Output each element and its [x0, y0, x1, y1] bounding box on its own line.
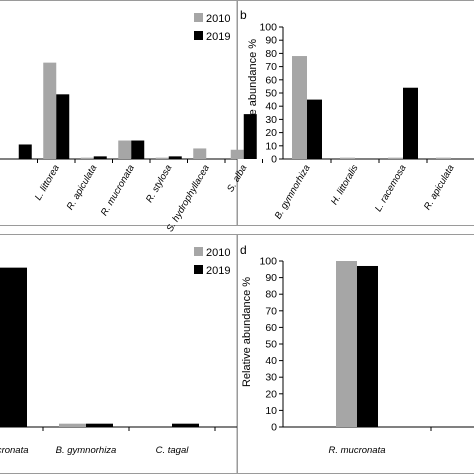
panel-d-bar-2010 — [336, 261, 357, 427]
panel-a-bar-2019 — [131, 140, 145, 159]
panel-b-letter: b — [240, 8, 247, 22]
panel-d-ytick-label: 100 — [259, 256, 277, 268]
panel-c-bar-2019 — [172, 423, 199, 427]
panel-b-ytick-label: 70 — [265, 61, 277, 73]
panel-b-bar-2019 — [307, 99, 322, 159]
panel-b-ytick-label: 0 — [271, 154, 277, 166]
legend-c-label-2010: 2010 — [206, 247, 230, 259]
panel-a-bar-2010 — [43, 62, 57, 159]
panel-c-bar-2010 — [59, 423, 86, 427]
panel-a-bar-2010 — [118, 140, 132, 159]
panel-b-ytick-label: 30 — [265, 114, 277, 126]
panel-b-ytick-label: 20 — [265, 127, 277, 139]
panel-b-bar-2019 — [403, 87, 418, 159]
panel-b-ytick-label: 90 — [265, 35, 277, 47]
panel-a-bar-2019 — [243, 114, 257, 159]
panel-d-ytick-label: 10 — [265, 405, 277, 417]
panel-a-bar-2019 — [93, 156, 107, 159]
panel-d-ytick-label: 60 — [265, 322, 277, 334]
panel-d-bar-2019 — [357, 265, 378, 427]
panel-d-ytick-label: 40 — [265, 355, 277, 367]
panel-d-ytick-label: 70 — [265, 305, 277, 317]
legend-c-swatch-2010 — [194, 247, 203, 256]
panel-a-bar-2019 — [18, 144, 32, 159]
panel-a-bar-2010 — [155, 157, 169, 159]
panel-d-category-label: R. mucronata — [328, 445, 385, 456]
panel-d-ytick-label: 50 — [265, 339, 277, 351]
panel-a-bar-2010 — [193, 148, 207, 159]
panel-b-bar-2010 — [292, 56, 307, 159]
legend-c-swatch-2019 — [194, 265, 203, 274]
panel-a-bar-2010 — [80, 157, 94, 159]
legend-a-swatch-2019 — [194, 31, 203, 40]
panel-d-ytick-label: 30 — [265, 372, 277, 384]
panel-a-bar-2019 — [168, 156, 182, 159]
panel-c-bar-2019 — [86, 423, 113, 427]
legend-a-swatch-2010 — [194, 13, 203, 22]
legend-a-label-2010: 2010 — [206, 13, 230, 25]
panel-b-ytick-label: 10 — [265, 140, 277, 152]
panel-d-ytick-label: 80 — [265, 289, 277, 301]
panel-b-ytick-label: 50 — [265, 88, 277, 100]
panel-d-ylabel: Relative abundance % — [241, 277, 253, 387]
panel-c-bar-2019 — [0, 267, 27, 427]
panel-b-ytick-label: 80 — [265, 48, 277, 60]
panel-d-letter: d — [240, 243, 247, 257]
panel-b-ytick-label: 100 — [259, 22, 277, 34]
panel-b-ytick-label: 40 — [265, 101, 277, 113]
panel-c-category-label: B. gymnorhiza — [56, 445, 117, 456]
panel-d-ytick-label: 20 — [265, 388, 277, 400]
panel-d-ytick-label: 0 — [271, 422, 277, 434]
panel-b-frame — [237, 0, 474, 226]
panel-a-bar-2010 — [230, 149, 244, 159]
legend-c-label-2019: 2019 — [206, 265, 230, 277]
panel-b-ytick-label: 60 — [265, 74, 277, 86]
panel-b-bar-2010 — [436, 157, 451, 159]
panel-b-bar-2010 — [388, 157, 403, 159]
panel-a-bar-2019 — [56, 94, 70, 159]
legend-a-label-2019: 2019 — [206, 31, 230, 43]
panel-d-ytick-label: 90 — [265, 272, 277, 284]
panel-c-category-label: C. tagal — [156, 445, 190, 456]
panel-c-category-label: R. mucronata — [0, 445, 29, 456]
panel-b-bar-2010 — [340, 157, 355, 159]
